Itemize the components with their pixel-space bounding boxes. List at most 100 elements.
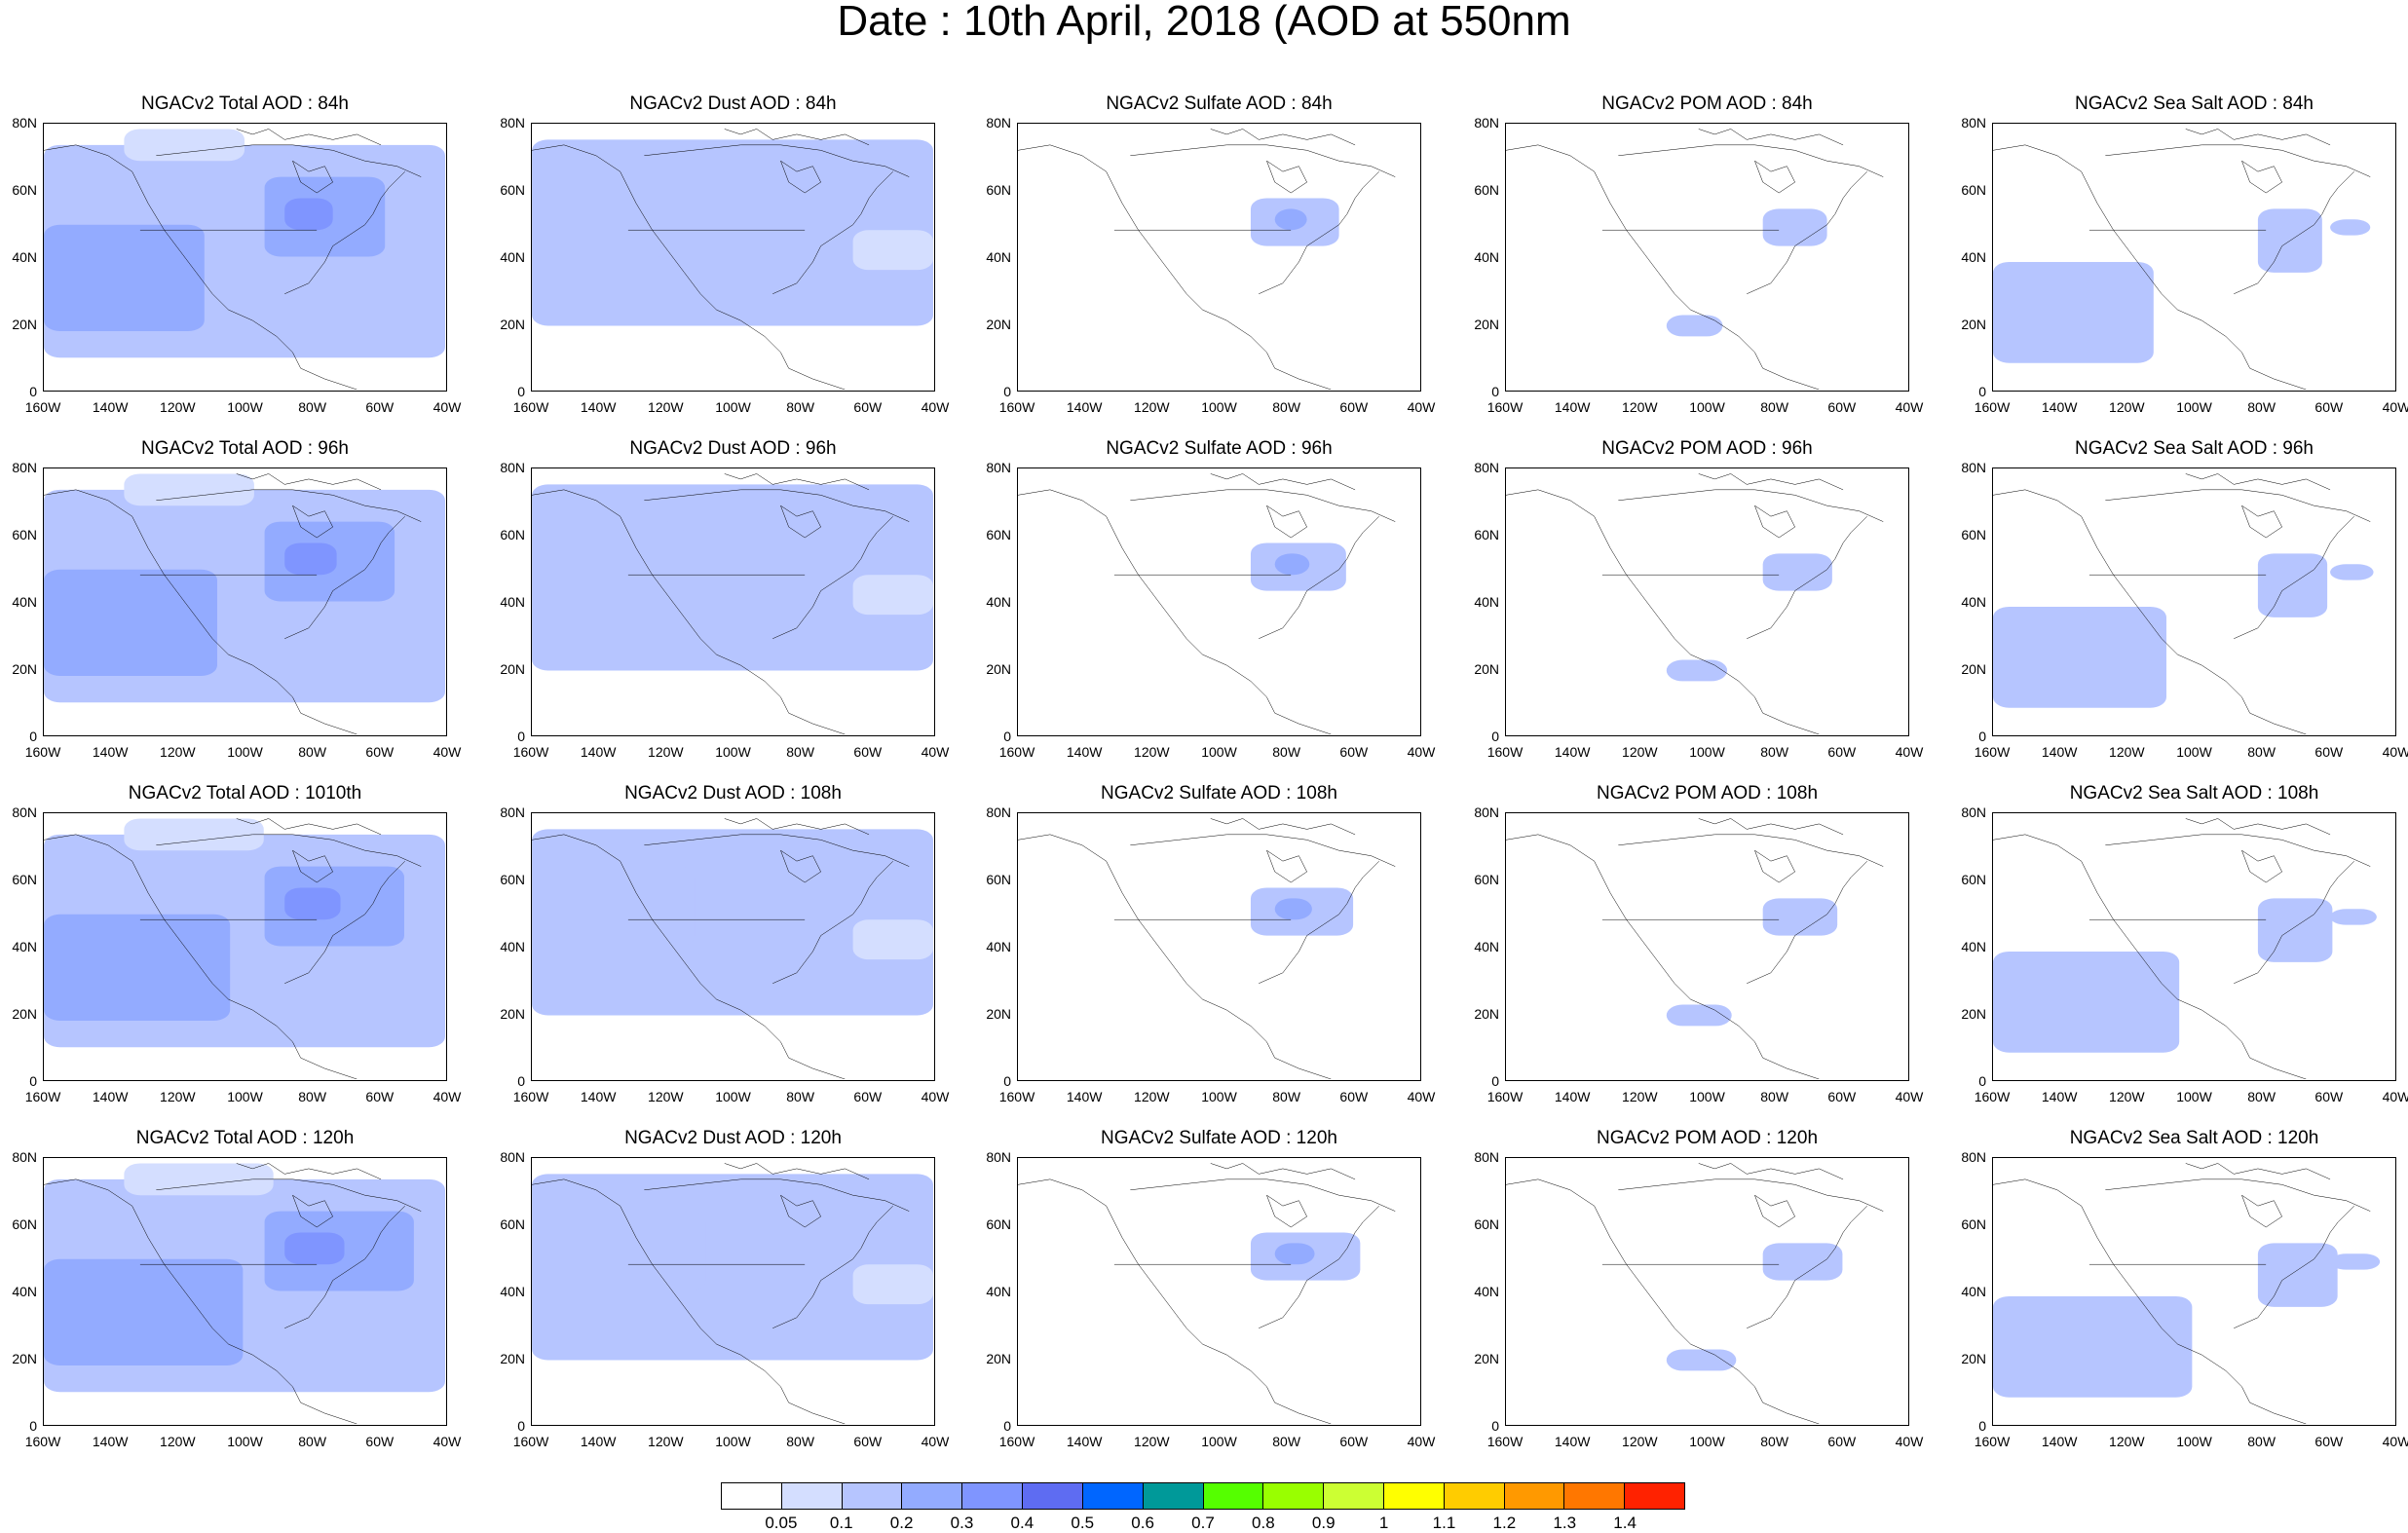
lon-tick-label: 40W (1407, 399, 1436, 415)
coastline (725, 1163, 869, 1178)
lat-tick-label: 60N (986, 1216, 1011, 1232)
lat-tick-label: 20N (1961, 661, 1986, 677)
lon-tick-label: 60W (1339, 1434, 1369, 1449)
coastline (44, 1179, 357, 1424)
aod-shaded-region (532, 1211, 706, 1291)
lon-tick-label: 60W (853, 1089, 883, 1104)
coastline (237, 473, 381, 489)
lon-tick-label: 40W (1895, 744, 1924, 760)
lon-tick-label: 80W (786, 1089, 815, 1104)
coastline (780, 161, 820, 193)
lon-tick-label: 80W (298, 1434, 327, 1449)
colorbar-box (1324, 1483, 1384, 1509)
aod-field-map (1018, 813, 1419, 1079)
coastline (292, 850, 332, 882)
coastline (725, 129, 869, 144)
coastline (1754, 161, 1794, 193)
lat-tick-label: 60N (986, 527, 1011, 542)
map-panel (43, 123, 447, 392)
lon-tick-label: 60W (1827, 744, 1857, 760)
lat-tick-label: 60N (12, 182, 37, 198)
lat-tick-label: 20N (500, 317, 525, 332)
coastline (1211, 1163, 1355, 1178)
aod-shaded-region (532, 521, 684, 602)
aod-shaded-region (44, 1258, 244, 1365)
lat-tick-label: 20N (12, 661, 37, 677)
panel-title: NGACv2 POM AOD : 120h (1596, 1128, 1819, 1148)
panel-title: NGACv2 Sea Salt AOD : 108h (2069, 783, 2319, 804)
lon-tick-label: 40W (1407, 744, 1436, 760)
panel-title: NGACv2 Sulfate AOD : 96h (1106, 438, 1333, 459)
aod-shaded-region (852, 919, 933, 960)
lon-tick-label: 100W (227, 1089, 263, 1104)
lon-tick-label: 80W (298, 744, 327, 760)
coastline (1130, 835, 1395, 867)
lat-tick-label: 40N (500, 1284, 525, 1299)
aod-shaded-region (852, 575, 933, 616)
aod-shaded-region (1274, 898, 1312, 920)
aod-field-map (532, 468, 933, 734)
map-panel (1992, 123, 2396, 392)
lat-tick-label: 60N (1474, 182, 1499, 198)
lat-tick-label: 20N (1961, 317, 1986, 332)
lon-tick-label: 80W (1760, 744, 1789, 760)
lon-tick-label: 140W (2041, 1434, 2078, 1449)
lat-tick-label: 60N (1961, 182, 1986, 198)
aod-shaded-region (2330, 909, 2377, 925)
lon-tick-label: 80W (1760, 399, 1789, 415)
panel-title: NGACv2 POM AOD : 96h (1601, 438, 1813, 459)
coastline (1506, 1179, 1819, 1424)
coastline (725, 473, 869, 489)
coastline (292, 505, 332, 538)
lat-tick-label: 80N (1961, 1149, 1986, 1165)
lat-tick-label: 20N (500, 1351, 525, 1366)
colorbar-label: 1.2 (1492, 1514, 1517, 1532)
coastline (2234, 516, 2354, 639)
lat-tick-label: 60N (1961, 527, 1986, 542)
coastline (2234, 1206, 2354, 1328)
aod-field-map (44, 1158, 445, 1424)
coastline (1211, 473, 1355, 489)
coastline (772, 171, 893, 294)
lon-tick-label: 80W (786, 744, 815, 760)
lat-tick-label: 0 (29, 1418, 37, 1434)
lon-tick-label: 100W (227, 1434, 263, 1449)
lon-tick-label: 120W (1622, 1089, 1658, 1104)
coastline (237, 818, 381, 834)
coastline (2241, 161, 2281, 193)
coastline (644, 835, 909, 867)
lon-tick-label: 140W (1066, 399, 1103, 415)
aod-shaded-region (1274, 208, 1307, 231)
coastline (772, 1206, 893, 1328)
lon-tick-label: 120W (1622, 399, 1658, 415)
colorbar-box (1023, 1483, 1083, 1509)
aod-shaded-region (532, 866, 696, 947)
lon-tick-label: 140W (2041, 399, 2078, 415)
lat-tick-label: 40N (1474, 939, 1499, 954)
coastline (772, 516, 893, 639)
map-panel (1017, 1157, 1421, 1426)
lat-tick-label: 20N (986, 1351, 1011, 1366)
lon-tick-label: 120W (160, 399, 196, 415)
coastline (780, 505, 820, 538)
lon-tick-label: 160W (1486, 1089, 1524, 1104)
aod-shaded-region (1274, 1243, 1315, 1265)
lon-tick-label: 80W (2247, 1089, 2276, 1104)
lon-tick-label: 60W (853, 744, 883, 760)
lon-tick-label: 60W (365, 1089, 395, 1104)
lat-tick-label: 0 (1978, 1418, 1986, 1434)
map-panel (1505, 812, 1909, 1081)
colorbar-label: 1.3 (1553, 1514, 1577, 1532)
lon-tick-label: 80W (2247, 399, 2276, 415)
lon-tick-label: 160W (1974, 744, 2011, 760)
aod-field-map (1993, 124, 2394, 390)
aod-shaded-region (284, 1232, 345, 1265)
coastline (156, 145, 421, 177)
lon-tick-label: 160W (512, 744, 549, 760)
lon-tick-label: 100W (1201, 399, 1237, 415)
coastline (1266, 505, 1306, 538)
map-panel (43, 1157, 447, 1426)
lat-tick-label: 0 (1003, 1073, 1011, 1089)
lat-tick-label: 80N (500, 460, 525, 475)
colorbar-box (1564, 1483, 1626, 1509)
